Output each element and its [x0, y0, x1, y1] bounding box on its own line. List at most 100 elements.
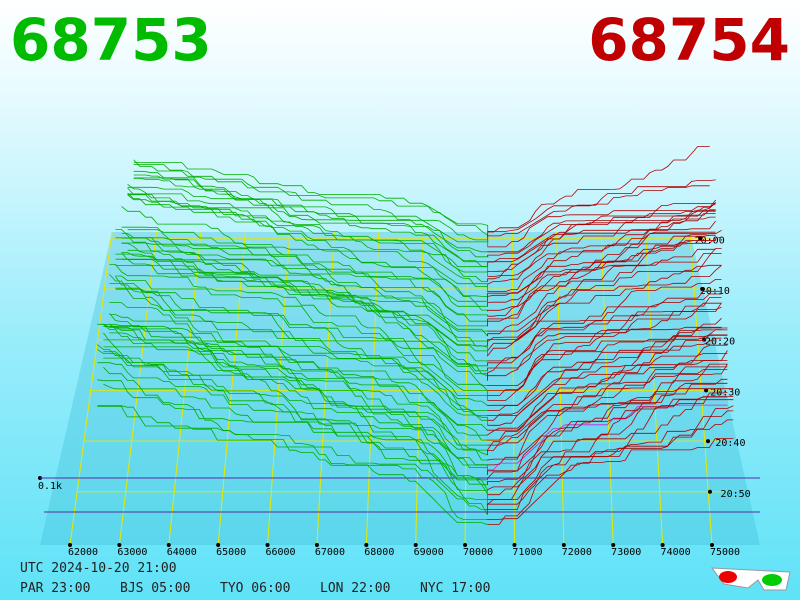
ask-depth-line: [487, 233, 716, 317]
bid-depth-line: [121, 258, 488, 337]
bid-depth-line: [133, 159, 489, 253]
ask-depth-line: [486, 264, 722, 352]
ask-depth-line: [487, 329, 722, 401]
grid-line: [645, 231, 664, 546]
price-tick-label: 62000: [68, 547, 98, 558]
bid-depth-line: [103, 332, 488, 451]
ask-depth-line: [486, 388, 734, 515]
tick-dot: [413, 543, 418, 547]
bid-depth-line: [133, 170, 490, 258]
ask-depth-line: [486, 392, 728, 485]
tick-dot: [166, 543, 171, 547]
bid-depth-line: [97, 405, 488, 525]
ask-depth-line: [487, 210, 716, 267]
timezone: LON 22:00: [320, 581, 390, 596]
bid-depth-line: [109, 264, 488, 401]
tick-dot: [463, 543, 468, 547]
ask-depth-line: [486, 363, 728, 466]
bid-depth-line: [115, 237, 488, 372]
utc-time: UTC 2024-10-20 21:00: [20, 561, 177, 576]
price-tick-label: 64000: [167, 547, 197, 558]
size-label: 0.1k: [38, 481, 62, 492]
depth-lines: [97, 146, 734, 525]
price-tick-label: 66000: [265, 547, 295, 558]
bid-depth-line: [121, 252, 489, 342]
ask-depth-line: [487, 213, 716, 302]
bid-depth-line: [127, 186, 488, 268]
price-tick-label: 67000: [315, 547, 345, 558]
ask-depth-line: [487, 146, 710, 233]
tick-dot: [512, 543, 517, 547]
time-tick-label: 20:20: [705, 337, 735, 348]
price-tick-label: 69000: [414, 547, 444, 558]
tick-dot: [216, 543, 221, 547]
bid-depth-line: [121, 242, 488, 322]
bid-price: 68753: [10, 6, 212, 74]
tick-dot: [364, 543, 369, 547]
bid-depth-line: [109, 325, 488, 411]
tick-dot: [698, 236, 703, 241]
bid-depth-line: [133, 174, 489, 263]
ask-depth-line: [487, 396, 734, 525]
tick-dot: [117, 543, 122, 547]
ask-depth-line: [486, 329, 728, 441]
price-tick-label: 70000: [463, 547, 493, 558]
ask-depth-line: [487, 253, 722, 346]
ask-depth-line: [487, 240, 716, 312]
tick-dot: [706, 439, 711, 444]
bid-depth-line: [97, 379, 488, 520]
ask-depth-line: [487, 318, 722, 391]
ask-depth-line: [487, 248, 722, 332]
ask-depth-line: [487, 264, 722, 342]
time-tick-label: 20:40: [715, 438, 745, 449]
3d-glasses-icon: [710, 567, 791, 591]
bid-depth-line: [103, 383, 489, 491]
grid-line: [168, 231, 202, 546]
tick-dot: [314, 543, 319, 547]
bid-depth-line: [115, 229, 488, 386]
ask-depth-line: [486, 366, 728, 431]
ask-depth-line: [487, 210, 716, 287]
bid-depth-line: [115, 275, 488, 377]
bid-depth-line: [109, 274, 488, 426]
timezone: BJS 05:00: [120, 581, 190, 596]
tick-dot: [68, 543, 72, 547]
ask-depth-line: [487, 378, 728, 451]
bid-depth-line: [109, 313, 489, 416]
ask-depth-line: [487, 306, 722, 371]
bid-depth-line: [97, 323, 488, 500]
grid-line: [217, 231, 246, 546]
tick-dot: [561, 543, 566, 547]
timezone: PAR 23:00: [20, 581, 90, 596]
grid-line: [511, 231, 515, 546]
time-tick-label: 20:50: [721, 489, 751, 500]
bid-depth-line: [127, 192, 489, 277]
ask-depth-line: [487, 327, 728, 411]
ask-depth-line: [487, 202, 716, 253]
bid-depth-line: [115, 265, 488, 367]
bid-depth-line: [133, 162, 489, 232]
grid-line: [464, 231, 469, 546]
ask-depth-line: [486, 363, 728, 475]
bid-depth-line: [133, 164, 489, 237]
price-tick-label: 63000: [117, 547, 147, 558]
ask-depth-line: [486, 231, 716, 292]
ask-depth-line: [487, 237, 722, 327]
grid-line: [415, 231, 424, 546]
ask-depth-line: [487, 185, 710, 237]
price-tick-label: 65000: [216, 547, 246, 558]
ask-depth-line: [487, 229, 722, 337]
ask-depth-line: [487, 248, 716, 322]
ask-price: 68754: [588, 6, 790, 74]
bid-depth-line: [127, 229, 489, 292]
bid-depth-line: [115, 288, 488, 396]
tick-dot: [611, 543, 616, 547]
price-tick-label: 71000: [512, 547, 542, 558]
bid-depth-line: [103, 323, 489, 486]
ask-depth-line: [487, 179, 716, 242]
bid-depth-line: [127, 183, 489, 272]
bid-depth-line: [103, 324, 488, 446]
ask-depth-line: [487, 279, 722, 381]
